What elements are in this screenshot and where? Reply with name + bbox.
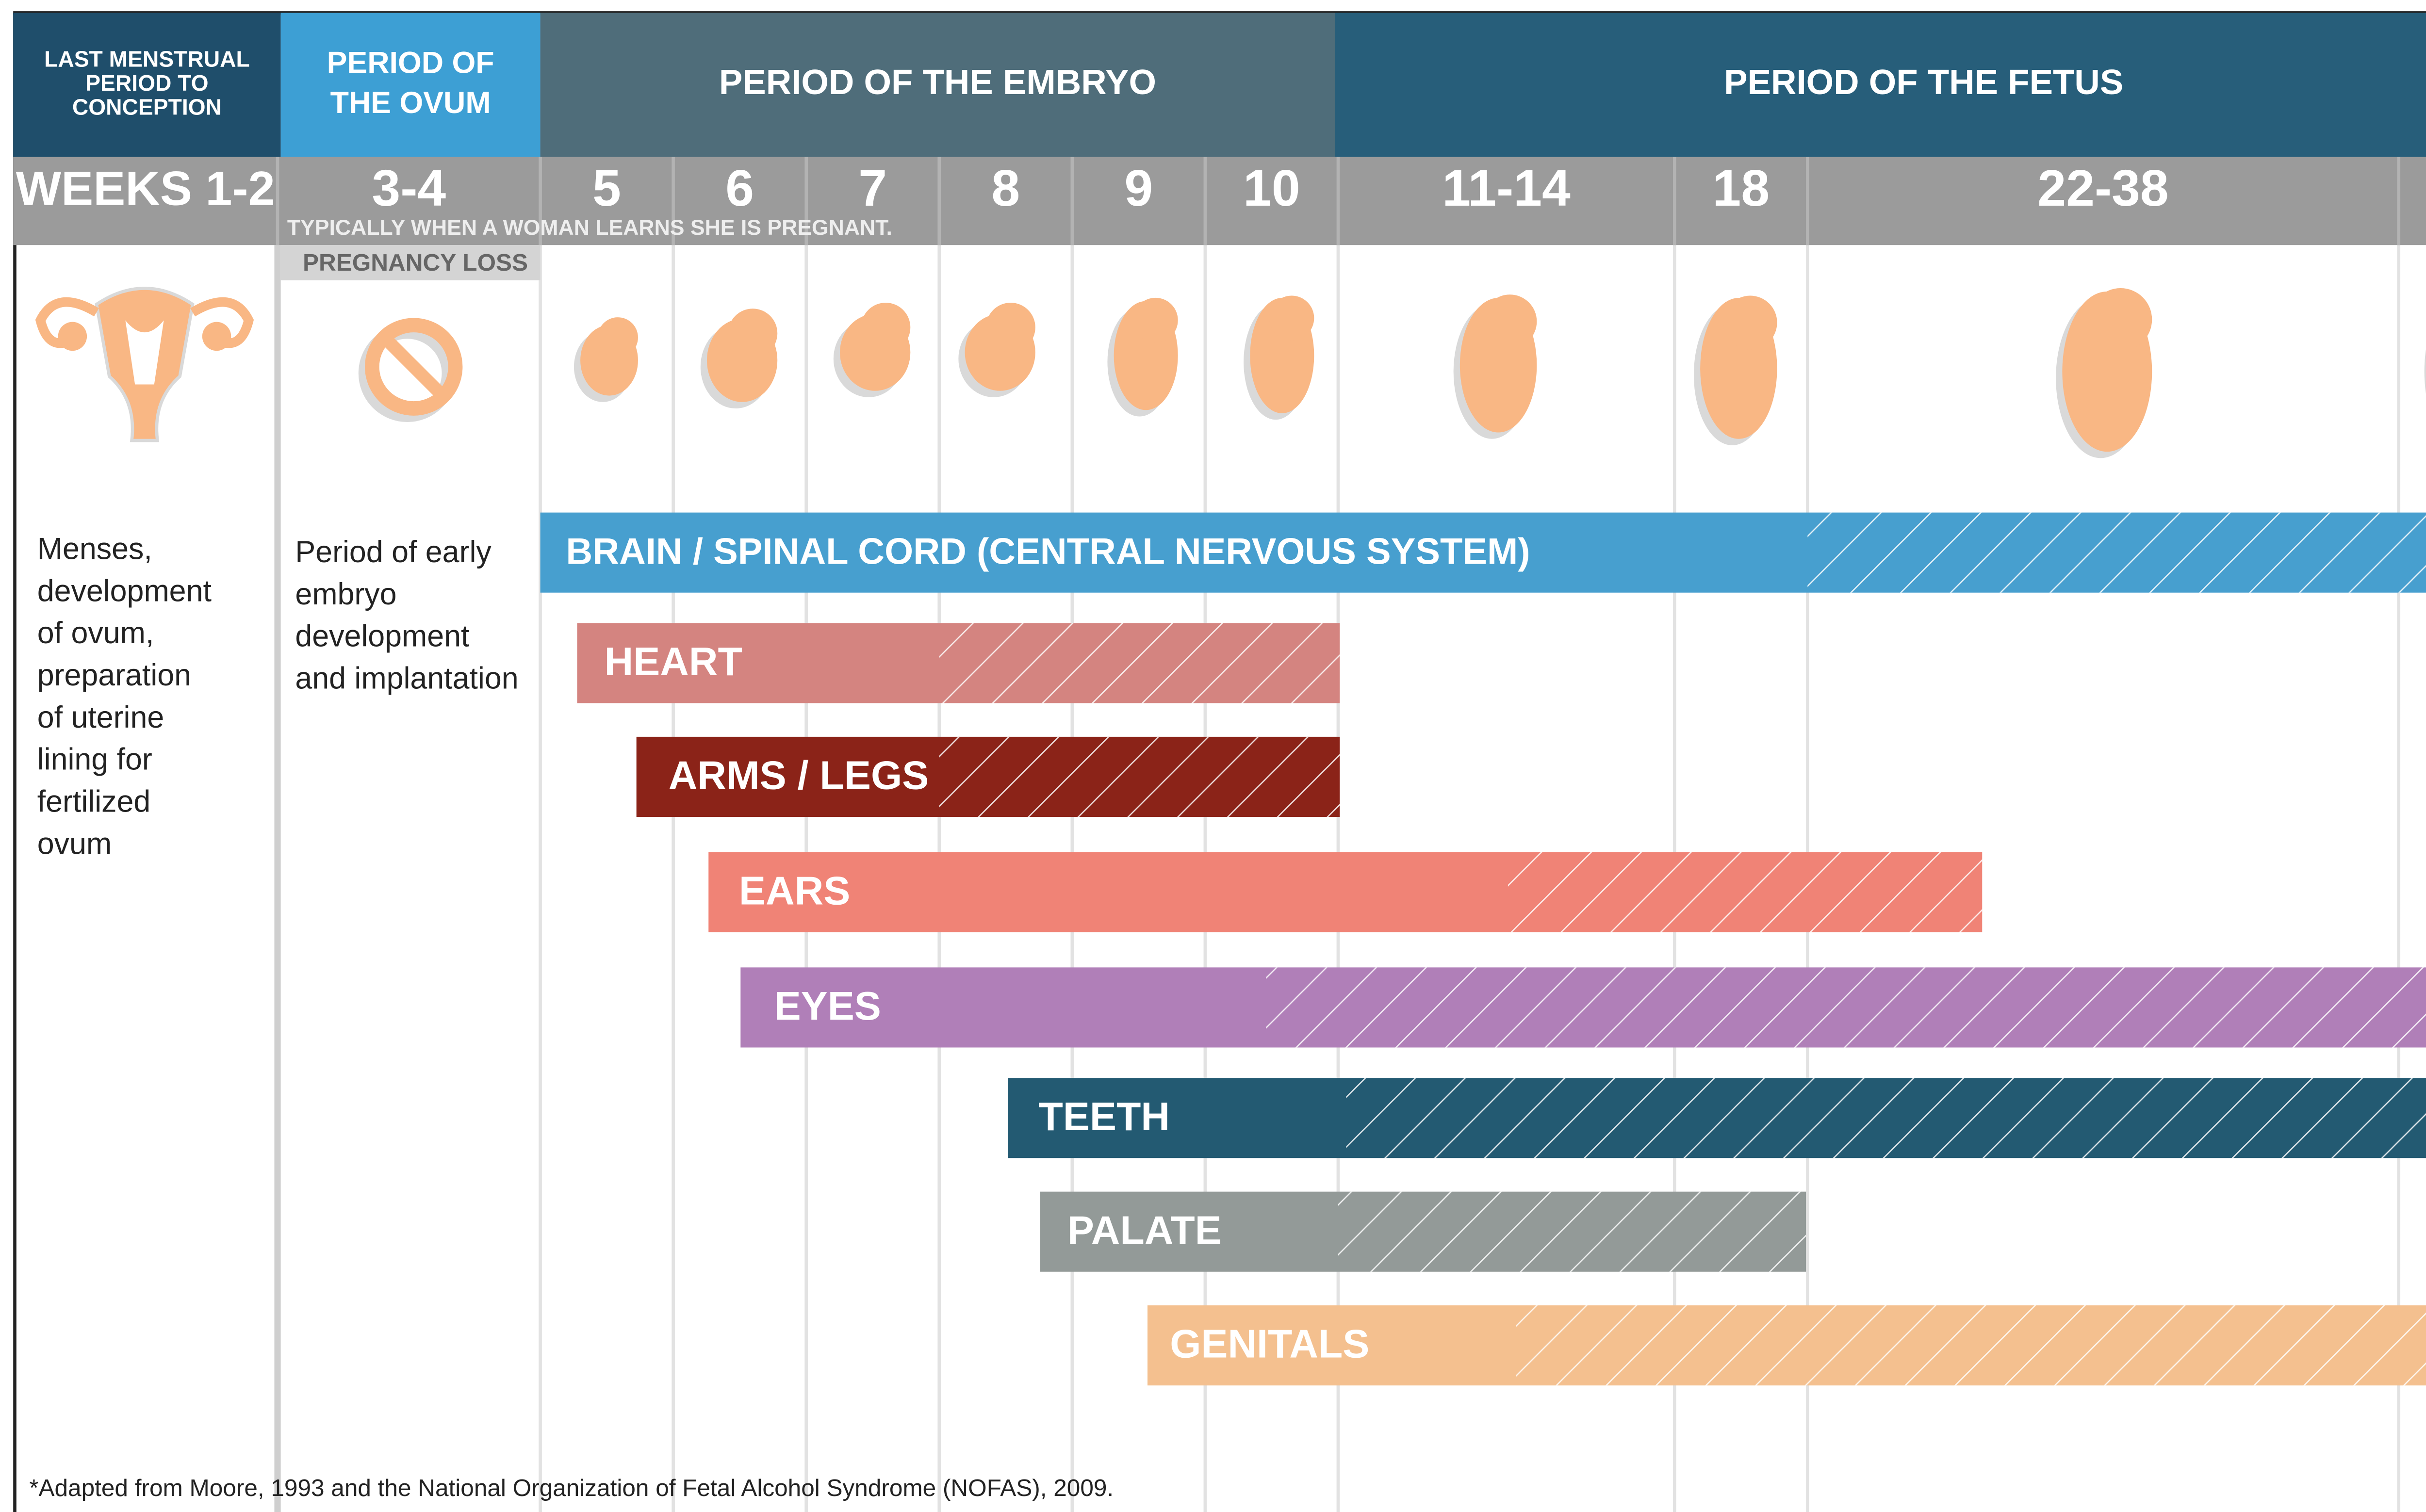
week-label: 10 [1243, 160, 1300, 217]
description: ovum [37, 827, 112, 861]
period-label: PERIOD OF THE EMBRYO [719, 63, 1156, 102]
note-pregnant: TYPICALLY WHEN A WOMAN LEARNS SHE IS PRE… [287, 216, 892, 240]
description: Period of early [295, 535, 492, 569]
week-label: 18 [1713, 160, 1770, 217]
description: development [37, 574, 212, 608]
bar-hatch [939, 737, 1340, 817]
footnote: *Adapted from Moore, 1993 and the Nation… [29, 1475, 1114, 1501]
week-label: 8 [991, 160, 1020, 217]
fetus-icon [861, 303, 911, 352]
bar-hatch [1508, 852, 1982, 932]
bar-label: PALATE [1067, 1208, 1222, 1252]
week-label: WEEKS 1-2 [16, 161, 275, 215]
fetus-icon [728, 309, 778, 358]
fetus-icon [986, 303, 1035, 352]
bar-hatch [1266, 967, 2426, 1047]
bar-hatch [1338, 1192, 1806, 1272]
week-label: 6 [725, 160, 754, 217]
description: lining for [37, 743, 152, 777]
description: fertilized [37, 784, 151, 818]
fetus-icon [1269, 296, 1314, 341]
fetus-icon [1133, 298, 1178, 342]
chart: LAST MENSTRUALPERIOD TOCONCEPTION PERIOD … [0, 0, 2426, 1512]
period-label: PERIOD OF THE FETUS [1724, 63, 2123, 102]
description: of uterine [37, 700, 164, 734]
fetus-icon [1723, 296, 1777, 350]
period-label: PERIOD OF [327, 46, 494, 80]
uterus-icon [58, 322, 87, 351]
bar-label: ARMS / LEGS [669, 753, 929, 798]
period-label: THE OVUM [330, 86, 491, 120]
description: embryo [295, 577, 396, 611]
description: preparation [37, 658, 191, 692]
bar-hatch [1807, 513, 2426, 593]
bar-hatch [1346, 1078, 2426, 1158]
bar-label: GENITALS [1170, 1322, 1369, 1366]
bar-label: EARS [739, 868, 850, 913]
week-label: 11-14 [1442, 160, 1571, 217]
week-label: 7 [858, 160, 887, 217]
fetus-icon [598, 317, 638, 358]
period-label: PERIOD TO [85, 70, 208, 96]
description: Menses, [37, 532, 152, 566]
week-label: 9 [1124, 160, 1153, 217]
period-label: LAST MENSTRUAL [44, 47, 250, 72]
fetus-icon [1483, 294, 1537, 348]
note-loss: PREGNANCY LOSS [303, 249, 528, 276]
bar-label: HEART [605, 639, 742, 684]
bar-hatch [939, 623, 1340, 703]
week-label: 3-4 [372, 160, 446, 217]
description: development [295, 619, 469, 653]
week-label: 5 [592, 160, 621, 217]
period-label: CONCEPTION [72, 95, 222, 120]
uterus-icon [202, 322, 231, 351]
bar-label: EYES [774, 984, 881, 1028]
description: of ovum, [37, 616, 154, 650]
description: and implantation [295, 662, 518, 696]
fetus-icon [2089, 288, 2152, 351]
week-label: 22-38 [2037, 160, 2168, 217]
bar-label: BRAIN / SPINAL CORD (CENTRAL NERVOUS SYS… [566, 531, 1530, 572]
period-band [281, 13, 541, 157]
bar-label: TEETH [1038, 1094, 1170, 1139]
bar-hatch [1516, 1305, 2426, 1385]
